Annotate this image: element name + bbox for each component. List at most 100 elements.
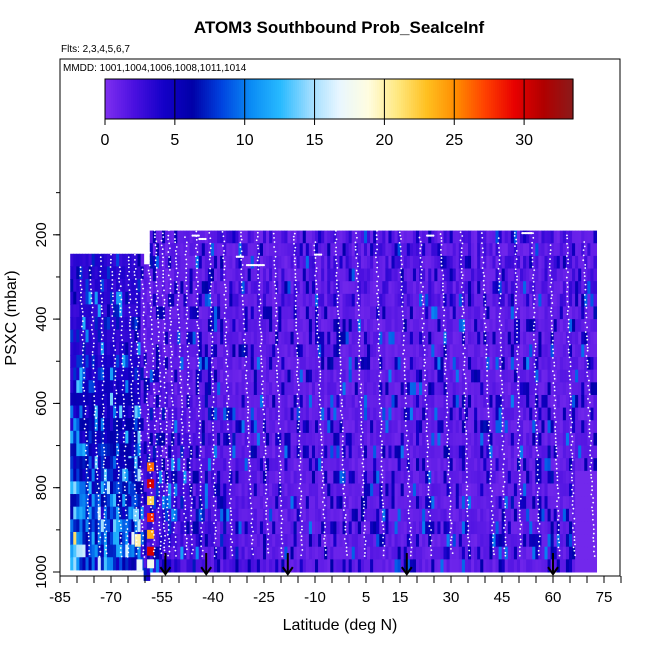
heatmap-cell: [584, 331, 588, 345]
heatmap-cell: [281, 268, 285, 282]
heatmap-cell: [544, 331, 549, 345]
heatmap-cell: [183, 559, 187, 573]
heatmap-cell: [177, 357, 181, 371]
heatmap-cell: [474, 268, 478, 282]
heatmap-cell: [434, 432, 438, 447]
colorbar-segment: [205, 79, 208, 119]
heatmap-cell: [452, 420, 457, 434]
heatmap-cell: [321, 243, 325, 257]
heatmap-cell: [207, 382, 212, 396]
heatmap-cell: [134, 342, 139, 356]
heatmap-cell: [272, 243, 276, 257]
heatmap-cell: [162, 293, 166, 307]
heatmap-cell: [495, 546, 500, 560]
heatmap-cell: [278, 306, 282, 320]
heatmap-cell: [370, 357, 374, 371]
heatmap-cell: [452, 432, 457, 447]
heatmap-cell: [336, 394, 340, 409]
colorbar-segment: [495, 79, 498, 119]
heatmap-cell: [565, 331, 570, 345]
heatmap-cell: [232, 559, 236, 573]
heatmap-cell: [495, 394, 500, 409]
heatmap-cell: [559, 483, 564, 497]
heatmap-cell: [266, 331, 270, 345]
heatmap-cell: [269, 407, 273, 421]
heatmap-cell: [76, 342, 80, 356]
colorbar-segment: [203, 79, 206, 119]
heatmap-cell: [183, 306, 187, 320]
heatmap-cell: [155, 357, 160, 371]
heatmap-cell: [400, 546, 405, 560]
heatmap-cell: [584, 293, 588, 307]
heatmap-cell: [351, 445, 356, 459]
heatmap-cell: [431, 268, 435, 282]
colorbar-segment: [249, 79, 252, 119]
colorbar-segment: [429, 79, 432, 119]
heatmap-cell: [477, 319, 481, 333]
heatmap-cell: [360, 559, 365, 573]
heatmap-cell: [458, 331, 463, 345]
heatmap-cell: [397, 546, 402, 560]
heatmap-cell: [553, 559, 558, 573]
heatmap-cell: [391, 420, 396, 434]
heatmap-cell: [302, 508, 307, 522]
colorbar-segment: [213, 79, 216, 119]
heatmap-cell: [253, 394, 258, 409]
heatmap-cell: [103, 494, 108, 508]
heatmap-cell: [220, 445, 224, 459]
heatmap-cell: [125, 279, 129, 293]
heatmap-cell: [495, 357, 500, 371]
heatmap-cell: [177, 559, 181, 573]
heatmap-cell: [370, 546, 374, 560]
heatmap-cell: [250, 508, 255, 522]
heatmap-cell: [391, 268, 396, 282]
heatmap-cell: [149, 445, 154, 459]
heatmap-cell: [94, 304, 99, 318]
heatmap-cell: [165, 559, 169, 573]
heatmap-cell: [452, 445, 457, 459]
heatmap-cell: [516, 306, 521, 320]
heatmap-cell: [207, 344, 212, 358]
heatmap-cell: [296, 369, 301, 383]
heatmap-cell: [94, 329, 99, 343]
colorbar-segment: [397, 79, 400, 119]
heatmap-cell: [376, 483, 380, 497]
heatmap-cell: [523, 369, 527, 383]
heatmap-cell: [572, 458, 576, 472]
heatmap-cell: [284, 534, 288, 548]
heatmap-cell: [88, 494, 93, 508]
heatmap-cell: [593, 458, 598, 472]
heatmap-cell: [149, 230, 154, 244]
heatmap-cell: [507, 243, 512, 257]
heatmap-cell: [204, 243, 209, 257]
heatmap-cell: [128, 519, 132, 533]
heatmap-cell: [553, 281, 558, 295]
colorbar-segment: [459, 79, 462, 119]
heatmap-cell: [290, 470, 295, 484]
heatmap-cell: [345, 382, 350, 396]
heatmap-cell: [311, 394, 316, 409]
heatmap-cell: [397, 394, 402, 409]
heatmap-cell: [575, 534, 579, 548]
heatmap-cell: [590, 508, 594, 522]
heatmap-cell: [327, 319, 331, 333]
heatmap-cell: [428, 534, 432, 548]
heatmap-cell: [146, 517, 151, 531]
heatmap-cell: [363, 559, 368, 573]
heatmap-cell: [480, 407, 484, 421]
heatmap-cell: [452, 357, 457, 371]
heatmap-cell: [140, 342, 145, 356]
heatmap-cell: [385, 559, 389, 573]
heatmap-cell: [152, 432, 157, 447]
heatmap-cell: [367, 559, 371, 573]
heatmap-cell: [79, 430, 83, 444]
colorbar-segment: [437, 79, 440, 119]
heatmap-cell: [137, 468, 142, 482]
heatmap-cell: [510, 382, 515, 396]
heatmap-cell: [152, 470, 157, 484]
heatmap-cell: [308, 230, 313, 244]
heatmap-cell: [345, 470, 350, 484]
heatmap-cell: [559, 255, 564, 270]
heatmap-cell: [293, 483, 298, 497]
heatmap-cell: [477, 508, 481, 522]
